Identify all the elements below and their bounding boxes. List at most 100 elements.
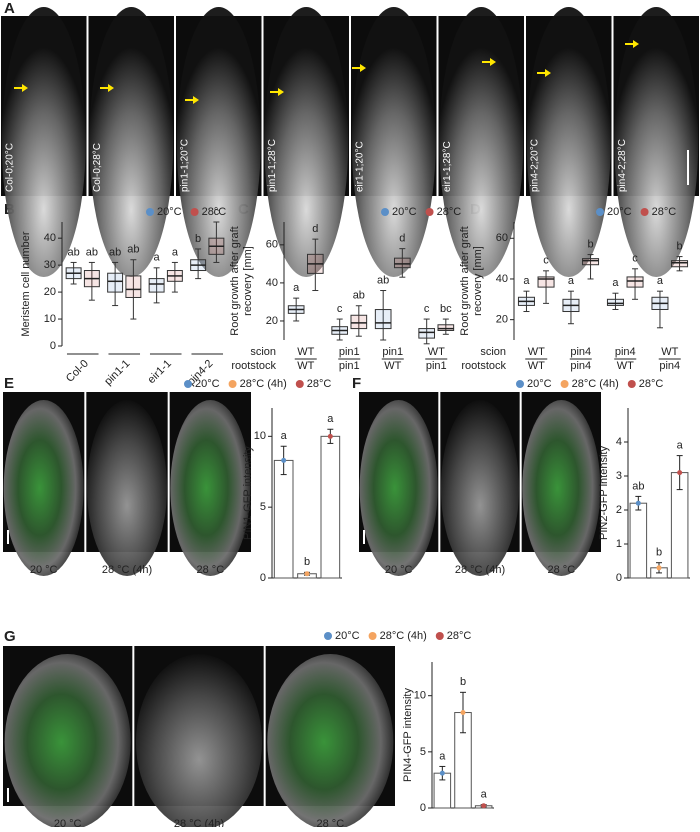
legend-marker [368, 632, 377, 640]
significance-letter: c [543, 255, 549, 267]
y-tick-label: 0 [616, 572, 622, 584]
y-tick-label: 20 [266, 315, 278, 327]
y-tick-label: 60 [266, 239, 278, 251]
scion-label: pin4 [570, 346, 591, 358]
y-axis-label: PIN1-GFP intensity [242, 446, 254, 540]
y-axis-label: PIN2-GFP intensity [598, 446, 610, 540]
image-caption: 28 °C (4h) [455, 564, 505, 576]
image-caption: eir1-1;28°C [442, 141, 453, 192]
y-axis-label: PIN4-GFP intensity [402, 688, 414, 782]
image-caption: 20 °C [30, 564, 58, 576]
y-tick-label: 20 [496, 314, 508, 326]
legend-marker [627, 380, 636, 388]
box [393, 257, 411, 269]
arrow-head [360, 64, 366, 72]
significance-letter: ab [86, 246, 98, 258]
significance-letter: b [676, 240, 682, 252]
legend-marker [184, 380, 192, 388]
legend-label: 28°C (4h) [572, 378, 619, 390]
box [107, 272, 124, 293]
y-tick-label: 40 [496, 273, 508, 285]
x-tick-label: pin1-1 [102, 358, 132, 388]
box [374, 309, 392, 330]
legend-label: 20°C [195, 378, 220, 390]
arrow-head [633, 40, 639, 48]
scion-label: pin1 [339, 346, 360, 358]
scion-label: pin1 [382, 346, 403, 358]
arrow-head [22, 84, 28, 92]
x-tick-label: Col-0 [64, 358, 91, 385]
significance-letter: b [195, 233, 201, 245]
legend-label: 20°C [157, 206, 182, 218]
box [350, 314, 368, 330]
significance-letter: a [293, 282, 300, 294]
significance-letter: ab [353, 290, 365, 302]
tissue [264, 7, 349, 277]
significance-letter: b [460, 676, 466, 688]
panel-label: F [352, 375, 361, 392]
significance-letter: a [172, 246, 179, 258]
mean-dot [635, 500, 641, 506]
significance-letter: b [587, 238, 593, 250]
row-label: scion [250, 346, 276, 358]
y-axis-label: Root growth after graft [459, 226, 471, 335]
image-caption: 28 °C [197, 564, 225, 576]
box [582, 258, 600, 266]
legend-label: 28°C (4h) [240, 378, 287, 390]
y-tick-label: 1 [616, 538, 622, 550]
legend-label: 20°C [527, 378, 552, 390]
arrow-head [278, 88, 284, 96]
box [125, 275, 142, 298]
y-tick-label: 5 [420, 746, 426, 758]
y-tick-label: 10 [44, 313, 56, 325]
significance-letter: a [439, 750, 446, 762]
image-caption: 28 °C (4h) [174, 818, 224, 827]
significance-letter: b [656, 547, 662, 559]
scion-label: WT [528, 346, 545, 358]
bar [629, 502, 648, 579]
y-axis-label: Meristem cell number [20, 231, 32, 336]
tissue [4, 654, 131, 830]
significance-letter: bc [440, 303, 452, 315]
significance-letter: a [568, 275, 575, 287]
tissue [176, 7, 261, 277]
image-caption: pin4-2;28°C [617, 139, 628, 192]
row-label: rootstock [461, 360, 506, 372]
panel-label: A [4, 0, 15, 17]
y-tick-label: 3 [616, 470, 622, 482]
legend-marker [190, 208, 199, 216]
image-caption: 20 °C [385, 564, 413, 576]
box [537, 276, 555, 288]
row-label: rootstock [231, 360, 276, 372]
legend-marker [295, 380, 304, 388]
bar [320, 435, 341, 579]
legend-label: 20°C [392, 206, 417, 218]
y-tick-label: 20 [44, 286, 56, 298]
y-tick-label: 5 [260, 501, 266, 513]
legend-label: 28°C [307, 378, 332, 390]
y-tick-label: 0 [420, 802, 426, 814]
mean-dot [327, 433, 333, 439]
tissue [522, 400, 601, 576]
y-tick-label: 0 [260, 572, 266, 584]
image-caption: 20 °C [54, 818, 82, 827]
scion-label: pin4 [615, 346, 636, 358]
significance-letter: b [304, 556, 310, 568]
y-tick-label: 2 [616, 504, 622, 516]
y-tick-label: 40 [44, 232, 56, 244]
x-tick-label: eir1-1 [146, 358, 174, 386]
box [148, 278, 165, 293]
bar [273, 459, 294, 579]
tissue [267, 654, 394, 830]
box [671, 260, 689, 268]
rootstock-label: pin4 [659, 360, 680, 372]
y-tick-label: 10 [254, 430, 266, 442]
tissue [87, 400, 167, 576]
mean-dot [439, 770, 445, 776]
image-caption: 28 °C (4h) [102, 564, 152, 576]
legend-marker [560, 380, 569, 388]
y-tick-label: 0 [50, 340, 56, 352]
tissue [351, 7, 436, 277]
